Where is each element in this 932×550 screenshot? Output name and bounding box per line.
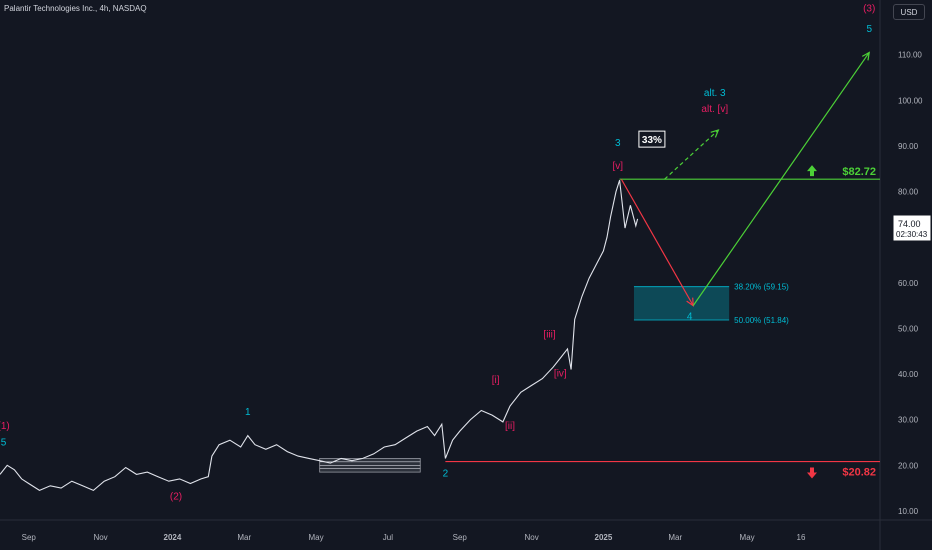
wave-label: 3: [615, 138, 621, 149]
down-arrow-icon: [807, 467, 817, 479]
y-tick-label: 30.00: [898, 416, 919, 425]
wave-label: [iv]: [554, 368, 567, 379]
wave-label: (3): [863, 3, 875, 14]
wave-label: alt. 3: [704, 88, 726, 99]
level-label: $82.72: [842, 166, 876, 178]
wave-label: [v]: [613, 161, 624, 172]
y-tick-label: 100.00: [898, 96, 923, 105]
x-tick-label: Jul: [383, 533, 393, 542]
y-tick-label: 80.00: [898, 188, 919, 197]
y-tick-label: 60.00: [898, 279, 919, 288]
x-tick-label: Sep: [22, 533, 37, 542]
x-tick-label: 2024: [164, 533, 182, 542]
probability-label: 33%: [642, 135, 662, 146]
probability-box: [638, 130, 666, 148]
x-tick-label: May: [740, 533, 755, 542]
up-arrow-icon: [807, 165, 817, 177]
x-tick-label: Mar: [237, 533, 251, 542]
y-tick-label: 40.00: [898, 370, 919, 379]
y-tick-label: 20.00: [898, 461, 919, 470]
y-tick-label: 90.00: [898, 142, 919, 151]
wave-label: 4: [687, 311, 693, 322]
projection-arrowhead-icon: [710, 129, 720, 138]
wave-label: (2): [170, 491, 182, 502]
x-tick-label: 16: [797, 533, 806, 542]
wave-label: alt. [v]: [701, 104, 728, 115]
projection-arrowhead-icon: [861, 51, 871, 61]
fib-retracement-zone: [633, 286, 730, 321]
last-price-badge: [892, 214, 932, 242]
x-tick-label: Nov: [93, 533, 107, 542]
fib-upper-label: 38.20% (59.15): [734, 283, 789, 292]
fib-lower-label: 50.00% (51.84): [734, 316, 789, 325]
wave-label: (1): [0, 421, 10, 432]
projection-line: [620, 178, 694, 306]
wave-label: [ii]: [505, 421, 515, 432]
wave-label: 2: [443, 469, 449, 480]
x-tick-label: Nov: [524, 533, 538, 542]
chart-title: Palantir Technologies Inc., 4h, NASDAQ: [4, 4, 147, 13]
currency-button[interactable]: USD: [893, 4, 925, 20]
level-label: $20.82: [842, 467, 876, 479]
x-tick-label: Mar: [668, 533, 682, 542]
y-tick-label: 50.00: [898, 324, 919, 333]
y-tick-label: 10.00: [898, 507, 919, 516]
x-tick-label: 2025: [595, 533, 613, 542]
y-tick-label: 110.00: [898, 51, 922, 60]
projection-line: [692, 52, 870, 306]
wave-label: 5: [866, 24, 872, 35]
wave-label: [i]: [492, 375, 500, 386]
x-tick-label: May: [309, 533, 324, 542]
price-line: [0, 180, 639, 492]
last-price-value: 74.00: [898, 219, 921, 229]
projection-line: [664, 129, 719, 180]
x-tick-label: Sep: [453, 533, 468, 542]
wave-label: [iii]: [543, 330, 555, 341]
wave-label: 5: [1, 438, 7, 449]
bar-countdown: 02:30:43: [896, 230, 928, 239]
wave-label: 1: [245, 407, 251, 418]
